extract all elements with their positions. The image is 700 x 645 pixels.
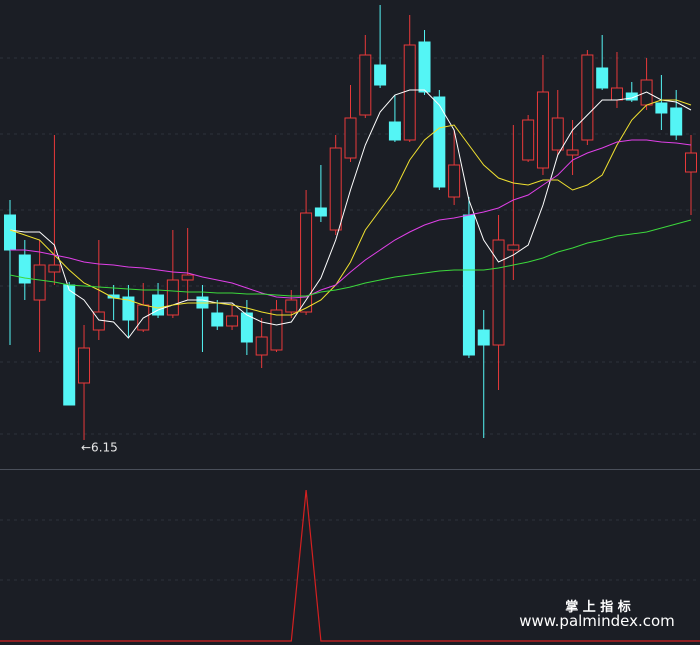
- watermark-title: 掌 上 指 标: [565, 599, 631, 615]
- moving-average-line: [9, 89, 692, 339]
- candle-body: [300, 212, 313, 313]
- candle-body: [329, 147, 342, 231]
- candle-body: [492, 239, 505, 346]
- candle-body: [48, 264, 61, 273]
- candle-body: [18, 254, 31, 284]
- candle-body: [507, 244, 520, 251]
- candle-body: [477, 329, 490, 346]
- candle-body: [63, 284, 76, 406]
- candle-body: [344, 117, 357, 159]
- candle-body: [551, 117, 564, 151]
- candle-body: [4, 214, 16, 251]
- candle-body: [285, 299, 298, 313]
- candle-body: [433, 96, 446, 188]
- watermark-url: www.palmindex.com: [519, 612, 675, 630]
- candle-body: [33, 264, 46, 301]
- candle-body: [655, 102, 668, 114]
- candle-body: [122, 296, 135, 321]
- candle-body: [522, 119, 535, 161]
- moving-average-line: [10, 139, 692, 299]
- candle-body: [270, 309, 283, 351]
- indicator-line: [0, 489, 700, 642]
- candle-body: [359, 54, 372, 116]
- candle-body: [581, 54, 594, 141]
- candle-body: [211, 312, 224, 327]
- candle-body: [388, 121, 401, 141]
- moving-average-line: [9, 219, 692, 297]
- candle-body: [314, 207, 327, 217]
- candle-body: [566, 149, 579, 156]
- moving-average-line: [9, 99, 692, 316]
- candle-body: [374, 64, 387, 86]
- candle-body: [596, 67, 609, 89]
- candle-body: [152, 294, 165, 316]
- candle-body: [255, 336, 268, 356]
- candle-body: [625, 92, 638, 101]
- candle-body: [78, 347, 91, 384]
- candle-body: [685, 152, 697, 173]
- candle-body: [418, 41, 431, 93]
- low-annotation: ←6.15: [81, 441, 118, 455]
- marks: ←6.15: [0, 5, 700, 642]
- candle-body: [403, 44, 416, 141]
- candle-body: [462, 214, 475, 356]
- candle-body: [181, 274, 194, 281]
- candle-body: [536, 91, 549, 169]
- candle-body: [448, 164, 461, 198]
- candle-body: [610, 87, 623, 101]
- candle-body: [166, 279, 179, 316]
- candle-body: [670, 107, 683, 136]
- candle-body: [226, 315, 239, 327]
- candle-body: [240, 312, 253, 343]
